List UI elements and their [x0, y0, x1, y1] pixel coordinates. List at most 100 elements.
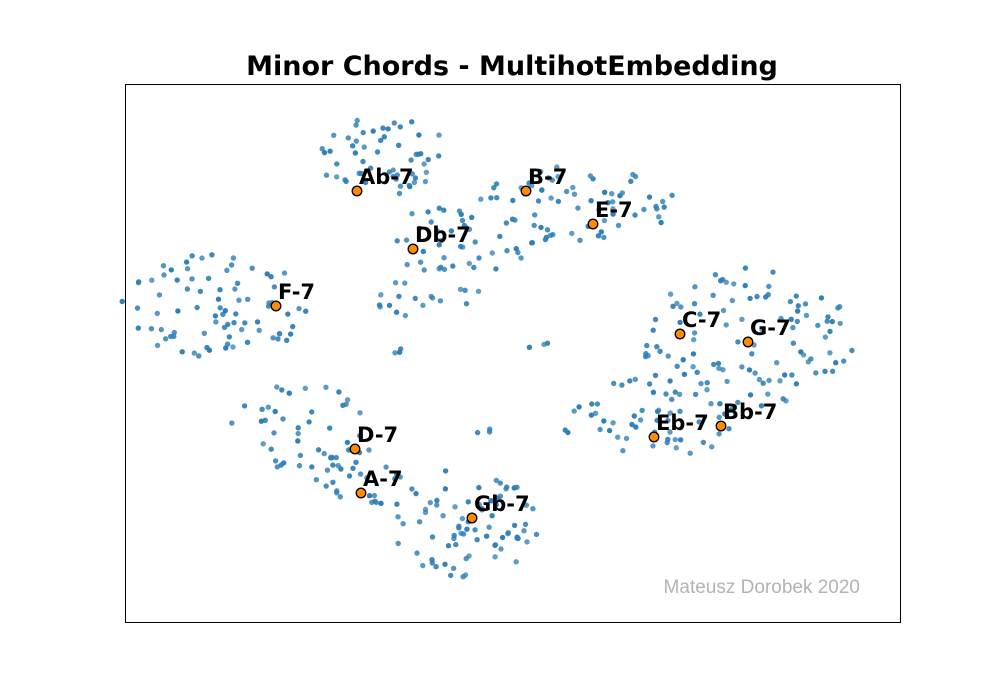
background-point-378: [708, 401, 714, 407]
background-point-145: [491, 185, 497, 191]
background-point-524: [476, 501, 482, 508]
background-point-361: [643, 350, 649, 357]
background-point-489: [369, 499, 375, 505]
background-point-466: [309, 464, 315, 470]
background-point-186: [232, 286, 238, 292]
chord-label: Db-7: [415, 223, 471, 247]
background-point-418: [615, 434, 621, 440]
background-point-546: [474, 537, 480, 543]
background-point-479: [313, 477, 320, 483]
background-point-415: [667, 378, 673, 384]
background-point-214: [233, 311, 239, 317]
background-point-18: [345, 135, 351, 141]
background-point-429: [315, 447, 322, 453]
background-point-231: [204, 344, 210, 351]
background-point-6: [422, 178, 429, 185]
background-point-299: [742, 265, 749, 271]
background-point-89: [438, 238, 444, 244]
background-point-24: [334, 174, 340, 180]
background-point-316: [759, 326, 765, 333]
background-point-58: [409, 211, 415, 217]
background-point-221: [223, 345, 229, 351]
background-point-559: [413, 490, 419, 497]
background-point-138: [494, 195, 500, 201]
background-point-331: [836, 304, 843, 310]
background-point-53: [361, 144, 367, 150]
background-point-563: [442, 468, 449, 474]
background-point-532: [498, 546, 504, 552]
background-point-533: [522, 521, 529, 527]
background-point-398: [654, 417, 660, 423]
background-point-307: [710, 292, 716, 298]
background-point-510: [497, 480, 503, 486]
background-point-283: [711, 361, 717, 368]
background-point-117: [588, 198, 594, 204]
background-point-408: [667, 429, 673, 435]
background-point-357: [754, 293, 760, 300]
background-point-485: [324, 467, 331, 473]
background-point-91: [497, 233, 503, 240]
background-point-83: [518, 255, 524, 261]
background-point-358: [798, 349, 804, 355]
background-point-30: [397, 183, 404, 189]
background-point-308: [681, 371, 688, 378]
background-point-120: [509, 216, 516, 222]
background-point-336: [760, 380, 766, 386]
background-point-348: [667, 291, 674, 297]
background-point-329: [670, 303, 676, 309]
background-point-438: [274, 384, 280, 390]
background-point-432: [321, 450, 327, 457]
background-point-416: [729, 405, 736, 412]
background-point-338: [794, 308, 801, 314]
background-point-538: [460, 574, 466, 580]
background-point-40: [323, 172, 330, 178]
background-point-180: [221, 324, 228, 331]
background-point-90: [404, 261, 410, 268]
background-point-9: [409, 171, 415, 177]
background-point-108: [653, 203, 659, 210]
background-point-148: [555, 173, 561, 180]
background-point-425: [663, 391, 669, 397]
background-point-149: [601, 217, 608, 224]
background-point-213: [184, 286, 191, 292]
background-point-507: [452, 504, 458, 510]
background-point-227: [228, 262, 235, 268]
background-point-530: [448, 572, 454, 579]
background-point-232: [179, 349, 185, 355]
background-point-450: [241, 403, 248, 409]
background-point-352: [652, 372, 659, 379]
background-point-372: [676, 391, 683, 397]
background-point-194: [265, 303, 272, 309]
background-point-268: [712, 272, 719, 278]
background-point-436: [357, 433, 363, 439]
background-point-57: [448, 228, 455, 234]
background-point-26: [358, 170, 365, 177]
background-point-422: [594, 401, 601, 407]
background-point-44: [367, 165, 374, 171]
background-point-395: [633, 424, 639, 430]
chord-point-f7: [270, 300, 282, 312]
background-point-20: [378, 137, 384, 144]
background-point-190: [156, 292, 163, 298]
background-point-137: [531, 222, 537, 229]
background-point-341: [793, 381, 800, 387]
background-point-325: [735, 339, 741, 345]
background-point-287: [729, 297, 736, 304]
background-point-222: [256, 327, 262, 333]
background-point-525: [488, 498, 494, 504]
background-point-326: [829, 368, 836, 374]
background-point-393: [571, 408, 577, 414]
background-point-446: [309, 409, 315, 415]
background-point-84: [425, 209, 431, 215]
background-point-561: [429, 560, 435, 566]
background-point-491: [353, 459, 359, 465]
background-point-355: [765, 391, 771, 397]
background-point-481: [337, 494, 343, 500]
background-point-8: [370, 128, 376, 134]
background-point-322: [694, 369, 700, 375]
background-point-218: [174, 277, 180, 283]
background-point-289: [747, 392, 754, 398]
background-point-543: [497, 493, 504, 499]
background-point-33: [412, 175, 419, 181]
background-point-330: [674, 363, 680, 369]
